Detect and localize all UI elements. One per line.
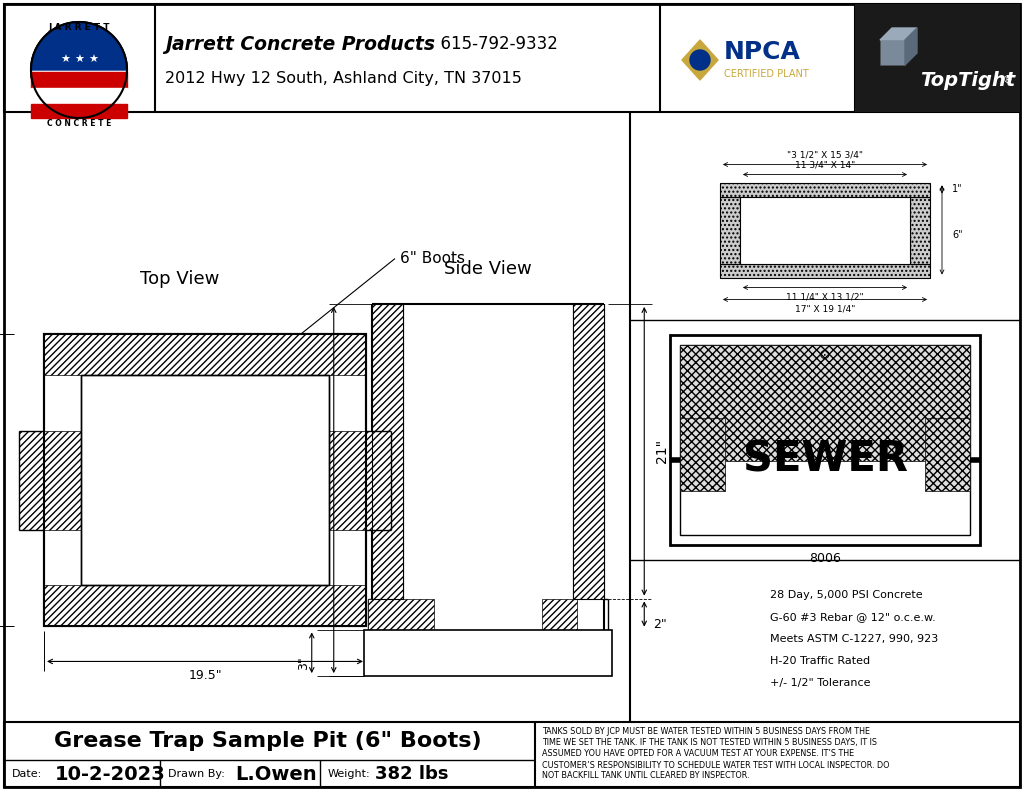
Text: ★: ★ [88, 55, 98, 65]
Text: NPCA: NPCA [724, 40, 801, 64]
Text: ⊙: ⊙ [819, 348, 830, 362]
Text: 11 1/4" X 13 1/2": 11 1/4" X 13 1/2" [786, 292, 864, 301]
Bar [720, 263, 930, 278]
Text: CUSTOMER’S RESPONSIBILITY TO SCHEDULE WATER TEST WITH LOCAL INSPECTOR. DO: CUSTOMER’S RESPONSIBILITY TO SCHEDULE WA… [542, 760, 890, 770]
Bar [44, 430, 81, 529]
Bar [31, 104, 127, 118]
Bar [740, 196, 910, 263]
Text: Side View: Side View [444, 260, 531, 278]
Text: C O N C R E T E: C O N C R E T E [47, 119, 112, 128]
Bar [44, 334, 366, 626]
Text: 19.5": 19.5" [188, 669, 222, 682]
Text: Top View: Top View [140, 270, 220, 288]
Circle shape [31, 22, 127, 118]
Wedge shape [31, 22, 127, 70]
Bar [855, 4, 1020, 112]
Text: TANKS SOLD BY JCP MUST BE WATER TESTED WITHIN 5 BUSINESS DAYS FROM THE: TANKS SOLD BY JCP MUST BE WATER TESTED W… [542, 728, 870, 736]
Text: +/- 1/2" Tolerance: +/- 1/2" Tolerance [770, 678, 870, 688]
Bar [19, 430, 81, 529]
Text: Jarrett Concrete Products: Jarrett Concrete Products [165, 35, 435, 54]
Text: TIME WE SET THE TANK. IF THE TANK IS NOT TESTED WITHIN 5 BUSINESS DAYS, IT IS: TIME WE SET THE TANK. IF THE TANK IS NOT… [542, 739, 877, 747]
Text: 6": 6" [952, 230, 963, 240]
Bar [4, 722, 1020, 787]
Text: 11 3/4" X 14": 11 3/4" X 14" [795, 161, 855, 170]
Polygon shape [880, 28, 918, 40]
Bar [329, 430, 390, 529]
Text: 2012 Hwy 12 South, Ashland City, TN 37015: 2012 Hwy 12 South, Ashland City, TN 3701… [165, 70, 522, 85]
Circle shape [690, 50, 710, 70]
Text: TopTight: TopTight [920, 70, 1015, 89]
Bar [81, 375, 329, 585]
Bar [329, 430, 366, 529]
Polygon shape [905, 28, 918, 65]
Bar [81, 375, 329, 585]
Text: 8006: 8006 [809, 552, 841, 566]
Bar [925, 418, 970, 490]
Text: J A R R E T T: J A R R E T T [48, 24, 110, 32]
Bar [680, 345, 970, 535]
Text: 10-2-2023: 10-2-2023 [55, 764, 166, 784]
Text: L.Owen: L.Owen [234, 764, 316, 784]
Text: ★: ★ [74, 55, 84, 65]
Bar [543, 599, 578, 630]
Bar [364, 630, 612, 676]
Text: SEWER: SEWER [742, 439, 907, 481]
Bar [31, 88, 127, 104]
Text: 17" X 19 1/4": 17" X 19 1/4" [795, 304, 855, 313]
Text: ★: ★ [60, 55, 70, 65]
Bar [720, 196, 740, 263]
Text: 3": 3" [297, 656, 310, 670]
Bar [368, 599, 434, 630]
Bar [720, 183, 930, 196]
Bar [44, 585, 366, 626]
Bar [680, 345, 970, 460]
Text: 28 Day, 5,000 PSI Concrete: 28 Day, 5,000 PSI Concrete [770, 590, 923, 600]
Text: NOT BACKFILL TANK UNTIL CLEARED BY INSPECTOR.: NOT BACKFILL TANK UNTIL CLEARED BY INSPE… [542, 771, 750, 781]
Text: 1": 1" [952, 184, 963, 195]
Text: Drawn By:: Drawn By: [168, 769, 225, 779]
Bar [44, 334, 366, 375]
Polygon shape [682, 40, 718, 80]
Bar [573, 304, 604, 599]
Bar [670, 335, 980, 545]
Text: G-60 #3 Rebar @ 12" o.c.e.w.: G-60 #3 Rebar @ 12" o.c.e.w. [770, 612, 936, 622]
Text: 21": 21" [655, 439, 670, 464]
Text: ASSUMED YOU HAVE OPTED FOR A VACUUM TEST AT YOUR EXPENSE. IT’S THE: ASSUMED YOU HAVE OPTED FOR A VACUUM TEST… [542, 750, 854, 759]
Bar [31, 72, 127, 88]
Bar [880, 40, 905, 65]
Bar [4, 4, 1020, 112]
Text: 615-792-9332: 615-792-9332 [430, 35, 558, 53]
Text: 13": 13" [195, 437, 216, 449]
Bar [680, 418, 725, 490]
Text: 382 lbs: 382 lbs [375, 765, 449, 783]
Bar [372, 304, 402, 599]
Text: Date:: Date: [12, 769, 42, 779]
Bar [573, 304, 604, 599]
Text: Grease Trap Sample Pit (6" Boots): Grease Trap Sample Pit (6" Boots) [54, 731, 482, 751]
Text: 2": 2" [653, 618, 667, 630]
Bar [44, 334, 366, 626]
Text: 6" Boots: 6" Boots [400, 251, 465, 266]
Text: Weight:: Weight: [328, 769, 371, 779]
Text: "3 1/2" X 15 3/4": "3 1/2" X 15 3/4" [787, 151, 863, 160]
Text: ®: ® [1002, 75, 1012, 85]
Text: 11": 11" [103, 494, 125, 506]
Bar [372, 304, 402, 599]
Text: CERTIFIED PLANT: CERTIFIED PLANT [724, 69, 809, 79]
Text: H-20 Traffic Rated: H-20 Traffic Rated [770, 656, 870, 666]
Bar [910, 196, 930, 263]
Text: Meets ASTM C-1227, 990, 923: Meets ASTM C-1227, 990, 923 [770, 634, 938, 644]
Text: 24": 24" [309, 478, 323, 502]
